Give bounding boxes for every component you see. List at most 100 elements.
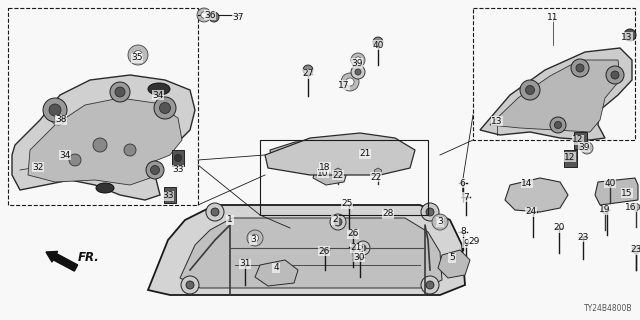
Polygon shape xyxy=(595,178,638,205)
FancyBboxPatch shape xyxy=(360,143,370,157)
Circle shape xyxy=(201,12,207,18)
Circle shape xyxy=(550,117,566,133)
Text: 40: 40 xyxy=(604,179,616,188)
Polygon shape xyxy=(28,98,182,185)
Text: 13: 13 xyxy=(621,33,633,42)
Circle shape xyxy=(124,144,136,156)
Circle shape xyxy=(334,218,342,226)
Polygon shape xyxy=(480,48,632,140)
Circle shape xyxy=(373,37,383,47)
Bar xyxy=(573,132,586,148)
Text: 35: 35 xyxy=(131,53,143,62)
Ellipse shape xyxy=(96,183,114,193)
Text: 21: 21 xyxy=(350,244,362,252)
Polygon shape xyxy=(148,205,465,295)
Text: FR.: FR. xyxy=(78,251,100,264)
Text: 22: 22 xyxy=(371,172,381,181)
Circle shape xyxy=(128,45,148,65)
Circle shape xyxy=(426,208,434,216)
Polygon shape xyxy=(255,260,298,286)
Circle shape xyxy=(186,281,194,289)
Text: 39: 39 xyxy=(579,142,589,151)
Circle shape xyxy=(576,64,584,72)
Circle shape xyxy=(51,111,65,125)
Text: 21: 21 xyxy=(359,149,371,158)
Circle shape xyxy=(421,276,439,294)
Circle shape xyxy=(341,73,359,91)
Text: 28: 28 xyxy=(382,210,394,219)
Text: 36: 36 xyxy=(204,11,216,20)
Circle shape xyxy=(356,241,370,255)
Text: 5: 5 xyxy=(449,253,455,262)
Circle shape xyxy=(55,115,61,121)
Circle shape xyxy=(69,154,81,166)
Text: 40: 40 xyxy=(372,41,384,50)
Polygon shape xyxy=(180,218,442,288)
Circle shape xyxy=(197,8,211,22)
Text: 37: 37 xyxy=(232,12,244,21)
Circle shape xyxy=(49,104,61,116)
Text: 7: 7 xyxy=(463,193,469,202)
Text: 39: 39 xyxy=(351,59,363,68)
Text: 19: 19 xyxy=(599,205,611,214)
Polygon shape xyxy=(505,178,568,212)
Bar xyxy=(473,8,635,140)
Polygon shape xyxy=(265,133,415,175)
Circle shape xyxy=(606,66,624,84)
Circle shape xyxy=(520,80,540,100)
Circle shape xyxy=(421,203,439,221)
Circle shape xyxy=(355,69,361,75)
Circle shape xyxy=(432,214,448,230)
Circle shape xyxy=(134,51,143,60)
Text: 12: 12 xyxy=(572,135,584,145)
Text: 12: 12 xyxy=(564,153,576,162)
Circle shape xyxy=(146,161,164,179)
Text: 27: 27 xyxy=(302,69,314,78)
Text: 20: 20 xyxy=(554,223,564,233)
Circle shape xyxy=(252,234,259,242)
Circle shape xyxy=(115,87,125,97)
Text: 34: 34 xyxy=(152,91,164,100)
Text: 31: 31 xyxy=(239,260,251,268)
Bar xyxy=(164,187,176,203)
Ellipse shape xyxy=(148,83,170,95)
Polygon shape xyxy=(438,250,470,278)
Text: 33: 33 xyxy=(163,191,173,201)
Text: 1: 1 xyxy=(227,215,233,225)
Circle shape xyxy=(330,214,346,230)
Circle shape xyxy=(159,102,170,114)
Text: 23: 23 xyxy=(630,245,640,254)
Circle shape xyxy=(150,165,159,174)
Text: 33: 33 xyxy=(172,165,184,174)
Bar xyxy=(172,150,184,166)
Text: 3: 3 xyxy=(437,218,443,227)
Text: 38: 38 xyxy=(55,116,67,124)
Circle shape xyxy=(209,12,219,22)
Polygon shape xyxy=(270,140,368,172)
Text: 14: 14 xyxy=(522,179,532,188)
Circle shape xyxy=(346,78,354,86)
Circle shape xyxy=(166,191,173,199)
Circle shape xyxy=(584,145,589,151)
Circle shape xyxy=(576,136,584,144)
Circle shape xyxy=(181,276,199,294)
Circle shape xyxy=(174,154,182,162)
Text: 11: 11 xyxy=(547,12,559,21)
Circle shape xyxy=(624,29,636,41)
Bar xyxy=(563,149,577,166)
Circle shape xyxy=(355,57,361,63)
Text: 24: 24 xyxy=(525,207,536,217)
Text: 22: 22 xyxy=(332,171,344,180)
Text: 2: 2 xyxy=(357,245,363,254)
Bar xyxy=(260,140,428,215)
FancyBboxPatch shape xyxy=(353,238,363,252)
Text: 4: 4 xyxy=(273,263,279,273)
Polygon shape xyxy=(12,75,195,200)
Circle shape xyxy=(436,218,444,226)
Circle shape xyxy=(360,245,366,251)
Circle shape xyxy=(351,65,365,79)
Text: 9: 9 xyxy=(463,238,469,247)
Circle shape xyxy=(571,59,589,77)
Circle shape xyxy=(426,281,434,289)
Circle shape xyxy=(110,82,130,102)
